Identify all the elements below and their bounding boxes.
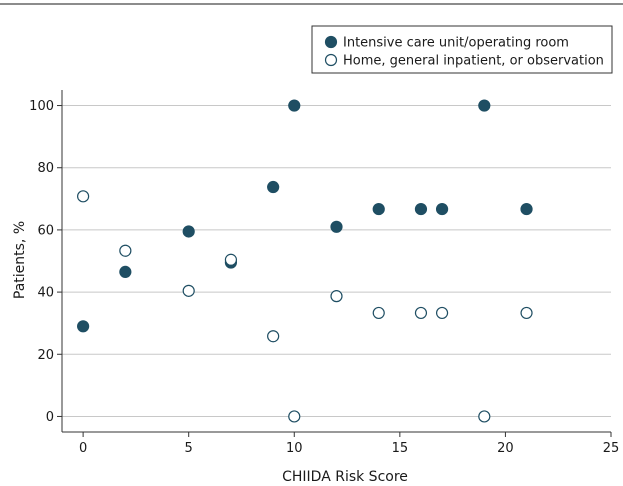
point-home-inpatient-6	[330, 290, 343, 303]
axes	[57, 90, 612, 437]
point-home-inpatient-2	[182, 284, 195, 297]
point-icu-or-7	[372, 202, 385, 216]
point-home-inpatient-3	[224, 253, 238, 266]
y-tick-label-20: 20	[37, 348, 54, 363]
point-home-inpatient-7	[372, 306, 385, 320]
point-icu-or-0	[77, 320, 90, 333]
point-home-inpatient-9	[435, 306, 449, 320]
x-tick-label-15: 15	[392, 441, 409, 456]
x-tick-label-0: 0	[79, 441, 87, 456]
point-icu-or-6	[330, 220, 343, 233]
data-points	[77, 99, 533, 423]
y-tick-label-40: 40	[37, 286, 54, 301]
y-tick-label-100: 100	[29, 99, 54, 114]
legend-label-home-inpatient-observation: Home, general inpatient, or observation	[343, 54, 604, 69]
point-home-inpatient-8	[414, 306, 428, 320]
tick-labels: 0 20 40 60 80 100 0 5 10 15 20 25	[29, 99, 619, 456]
y-tick-label-60: 60	[37, 223, 54, 238]
x-axis-label: CHIIDA Risk Score	[282, 469, 408, 485]
legend: Intensive care unit/operating room Home,…	[311, 25, 613, 74]
point-icu-or-2	[182, 225, 195, 238]
point-icu-or-11	[520, 202, 533, 216]
point-home-inpatient-1	[119, 244, 132, 257]
point-icu-or-5	[288, 99, 301, 112]
y-tick-label-0: 0	[46, 410, 54, 425]
point-icu-or-10	[478, 99, 491, 112]
legend-filled-circle-icon	[324, 35, 338, 49]
point-icu-or-1	[119, 265, 132, 278]
point-home-inpatient-11	[520, 306, 533, 320]
point-icu-or-4	[267, 180, 280, 194]
legend-box	[311, 25, 613, 74]
point-home-inpatient-4	[267, 330, 280, 343]
x-tick-label-10: 10	[286, 441, 303, 456]
point-icu-or-8	[414, 202, 428, 216]
gridlines	[62, 105, 611, 417]
y-tick-label-80: 80	[37, 161, 54, 176]
x-tick-label-5: 5	[185, 441, 193, 456]
point-home-inpatient-0	[77, 190, 90, 203]
point-home-inpatient-10	[478, 410, 491, 423]
y-axis-label: Patients, %	[12, 221, 28, 299]
x-tick-label-20: 20	[497, 441, 514, 456]
point-home-inpatient-5	[288, 410, 301, 423]
point-icu-or-9	[435, 202, 449, 216]
legend-label-icu-or: Intensive care unit/operating room	[343, 36, 569, 51]
x-tick-label-25: 25	[603, 441, 620, 456]
legend-open-circle-icon	[324, 53, 338, 67]
